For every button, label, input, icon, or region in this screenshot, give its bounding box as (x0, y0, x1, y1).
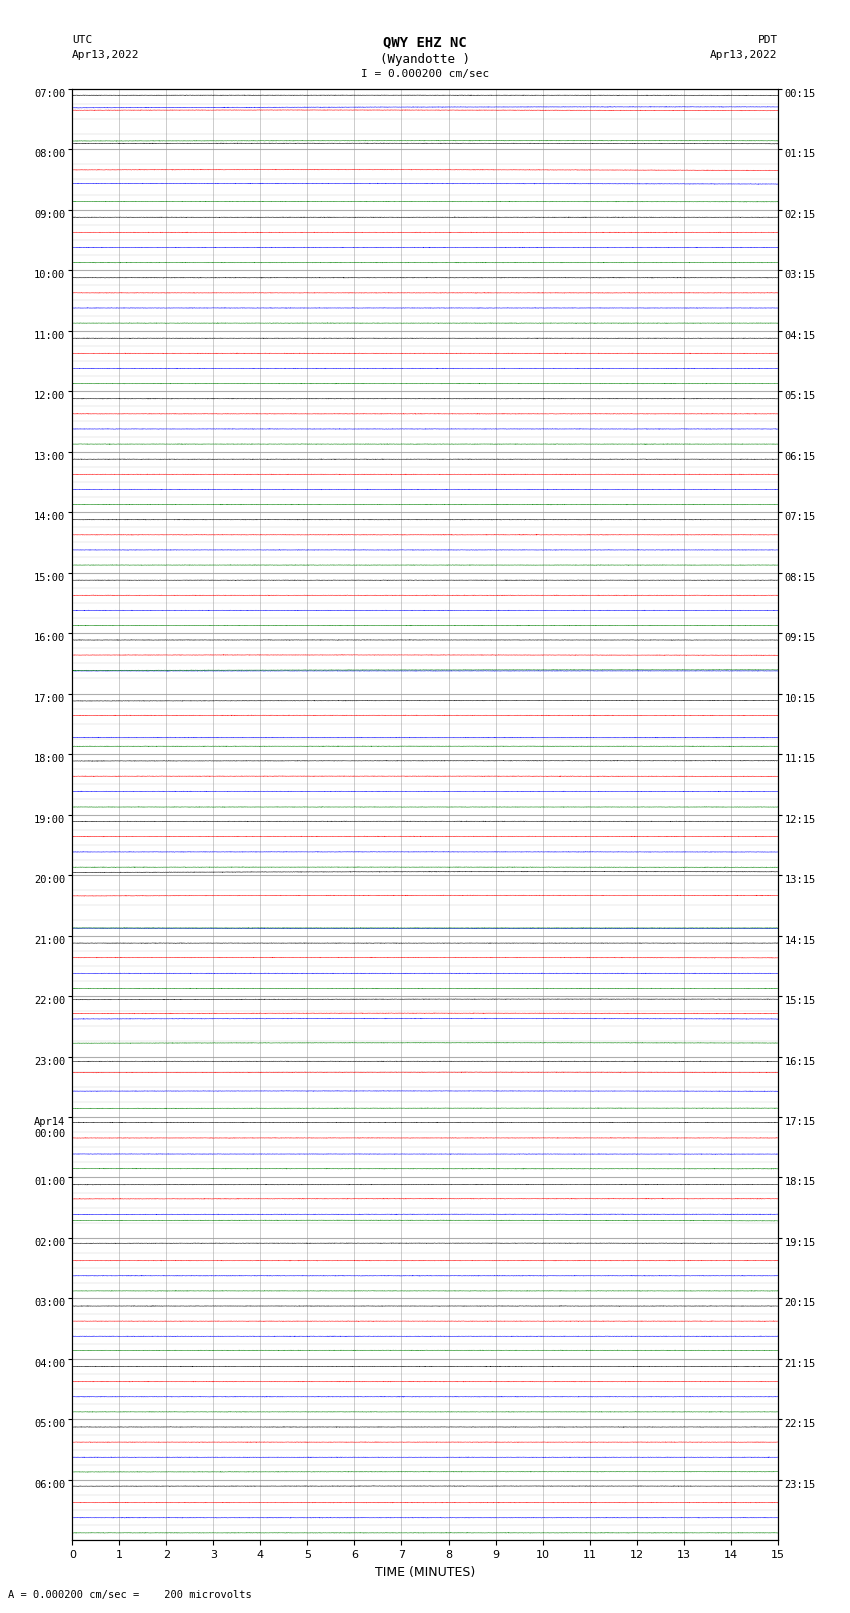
Text: PDT: PDT (757, 35, 778, 45)
Text: QWY EHZ NC: QWY EHZ NC (383, 35, 467, 50)
Text: I = 0.000200 cm/sec: I = 0.000200 cm/sec (361, 69, 489, 79)
Text: Apr13,2022: Apr13,2022 (711, 50, 778, 60)
Text: (Wyandotte ): (Wyandotte ) (380, 53, 470, 66)
Text: A = 0.000200 cm/sec =    200 microvolts: A = 0.000200 cm/sec = 200 microvolts (8, 1590, 252, 1600)
Text: UTC: UTC (72, 35, 93, 45)
X-axis label: TIME (MINUTES): TIME (MINUTES) (375, 1566, 475, 1579)
Text: Apr13,2022: Apr13,2022 (72, 50, 139, 60)
